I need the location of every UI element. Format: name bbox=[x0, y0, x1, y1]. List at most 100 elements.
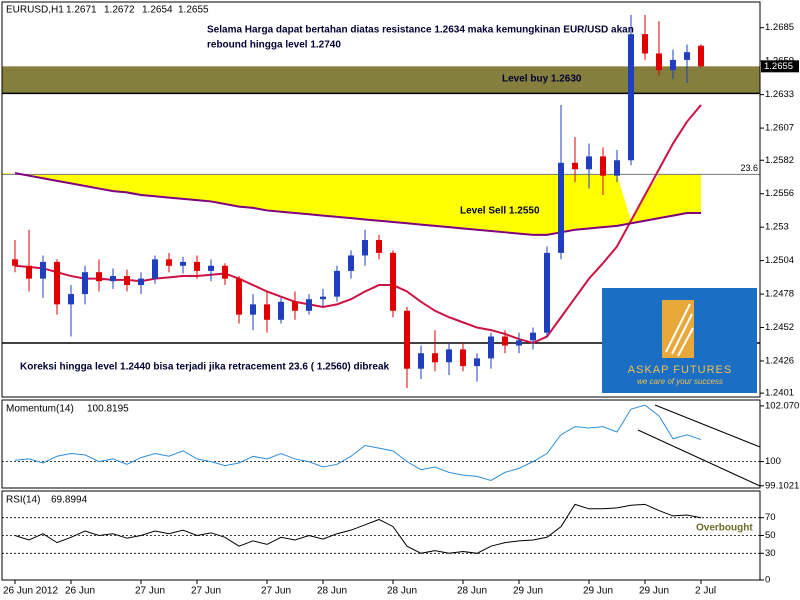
y-tick-label: 1.2401 bbox=[765, 388, 794, 399]
y-tick-label: 50 bbox=[765, 530, 776, 541]
candle-body bbox=[446, 349, 452, 363]
x-tick-label: 29 Jun bbox=[583, 586, 613, 597]
candle-body bbox=[544, 252, 550, 333]
header-open: 1.2671 bbox=[66, 5, 97, 16]
candle-body bbox=[488, 336, 494, 359]
candle-body bbox=[530, 332, 536, 341]
candle-body bbox=[250, 304, 256, 315]
candle-body bbox=[320, 296, 326, 300]
sell-zone bbox=[2, 173, 701, 235]
candle-body bbox=[12, 259, 18, 266]
y-tick-label: 1.2504 bbox=[765, 255, 794, 266]
candle-body bbox=[390, 252, 396, 311]
header-close: 1.2655 bbox=[178, 5, 209, 16]
logo-title: ASKAP FUTURES bbox=[628, 364, 733, 376]
header-low: 1.2654 bbox=[142, 5, 173, 16]
candle-body bbox=[376, 240, 382, 253]
panel-value: 69.8994 bbox=[51, 495, 88, 506]
candle-body bbox=[264, 304, 270, 320]
candle-body bbox=[68, 294, 74, 305]
candle-body bbox=[670, 59, 676, 71]
candle-body bbox=[26, 265, 32, 279]
y-tick-label: 100 bbox=[765, 456, 781, 467]
candle-body bbox=[278, 301, 284, 320]
candle-body bbox=[348, 255, 354, 271]
panel-title: RSI(14) bbox=[6, 495, 40, 506]
x-tick-label: 2 Jul bbox=[695, 586, 716, 597]
x-tick-label: 27 Jun bbox=[191, 586, 221, 597]
y-tick-label: 1.2582 bbox=[765, 155, 794, 166]
candle-body bbox=[362, 240, 368, 256]
candle-body bbox=[558, 162, 564, 253]
y-tick-label: 1.253 bbox=[765, 222, 789, 233]
candle-body bbox=[502, 336, 508, 346]
panel-frame bbox=[1, 490, 761, 581]
current-price: 1.2655 bbox=[764, 61, 793, 72]
candle-body bbox=[54, 261, 60, 305]
candle-body bbox=[586, 156, 592, 170]
candle-body bbox=[614, 160, 620, 176]
candle-body bbox=[306, 299, 312, 311]
candle-body bbox=[698, 45, 704, 67]
indicator-line bbox=[14, 503, 702, 554]
candle-body bbox=[208, 265, 214, 271]
x-tick-label: 28 Jun bbox=[317, 586, 347, 597]
buy-band bbox=[2, 66, 760, 94]
candle-body bbox=[292, 301, 298, 311]
candle-body bbox=[516, 340, 522, 346]
x-tick-label: 28 Jun bbox=[457, 586, 487, 597]
logo-icon-lines bbox=[665, 303, 694, 357]
candle-body bbox=[124, 276, 130, 286]
candle-body bbox=[600, 156, 606, 176]
y-tick-label: 70 bbox=[765, 512, 776, 523]
x-tick-label: 27 Jun bbox=[135, 586, 165, 597]
candle-body bbox=[138, 278, 144, 286]
fib-label: 23.6 bbox=[740, 163, 758, 173]
x-tick-label: 27 Jun bbox=[261, 586, 291, 597]
y-tick-label: 1.2452 bbox=[765, 322, 794, 333]
annotation: rebound hingga level 1.2740 bbox=[207, 40, 341, 51]
candle-body bbox=[40, 261, 46, 279]
candle-body bbox=[180, 261, 186, 266]
candle-body bbox=[418, 353, 424, 369]
trend-line bbox=[654, 404, 761, 448]
candle-body bbox=[194, 261, 200, 271]
candle-body bbox=[152, 259, 158, 279]
candle-body bbox=[432, 353, 438, 363]
candle-body bbox=[460, 349, 466, 367]
indicator-line bbox=[14, 404, 702, 482]
x-tick-label: 29 Jun bbox=[513, 586, 543, 597]
annotation: Overbought bbox=[696, 523, 753, 534]
y-tick-label: 1.2685 bbox=[765, 22, 794, 33]
candle-body bbox=[404, 310, 410, 369]
annotation: Level buy 1.2630 bbox=[502, 74, 582, 85]
y-tick-label: 102.0709 bbox=[765, 400, 800, 411]
annotation: Selama Harga dapat bertahan diatas resis… bbox=[207, 25, 634, 36]
y-tick-label: 1.2556 bbox=[765, 188, 794, 199]
y-tick-label: 1.2426 bbox=[765, 355, 794, 366]
x-tick-label: 28 Jun bbox=[387, 586, 417, 597]
annotation: Level Sell 1.2550 bbox=[460, 206, 540, 217]
header-high: 1.2672 bbox=[104, 5, 135, 16]
y-tick-label: 0 bbox=[765, 575, 770, 586]
symbol: EURUSD,H1 bbox=[6, 5, 64, 16]
candle-body bbox=[628, 34, 634, 161]
y-tick-label: 1.2607 bbox=[765, 123, 794, 134]
y-tick-label: 30 bbox=[765, 548, 776, 559]
current-price-box bbox=[761, 60, 799, 73]
candle-body bbox=[334, 270, 340, 297]
candle-body bbox=[110, 276, 116, 282]
panel-frame bbox=[1, 399, 761, 489]
panel-frame bbox=[1, 1, 761, 398]
moving-average bbox=[14, 172, 701, 236]
candle-body bbox=[222, 265, 228, 279]
panel-title: Momentum(14) bbox=[6, 404, 74, 415]
candle-body bbox=[166, 259, 172, 266]
annotation: Koreksi hingga level 1.2440 bisa terjadi… bbox=[20, 362, 390, 373]
y-tick-label: 1.2633 bbox=[765, 89, 794, 100]
candle-body bbox=[572, 162, 578, 170]
candle-body bbox=[474, 358, 480, 367]
y-tick-label: 1.2478 bbox=[765, 289, 794, 300]
trend-line bbox=[637, 429, 761, 487]
